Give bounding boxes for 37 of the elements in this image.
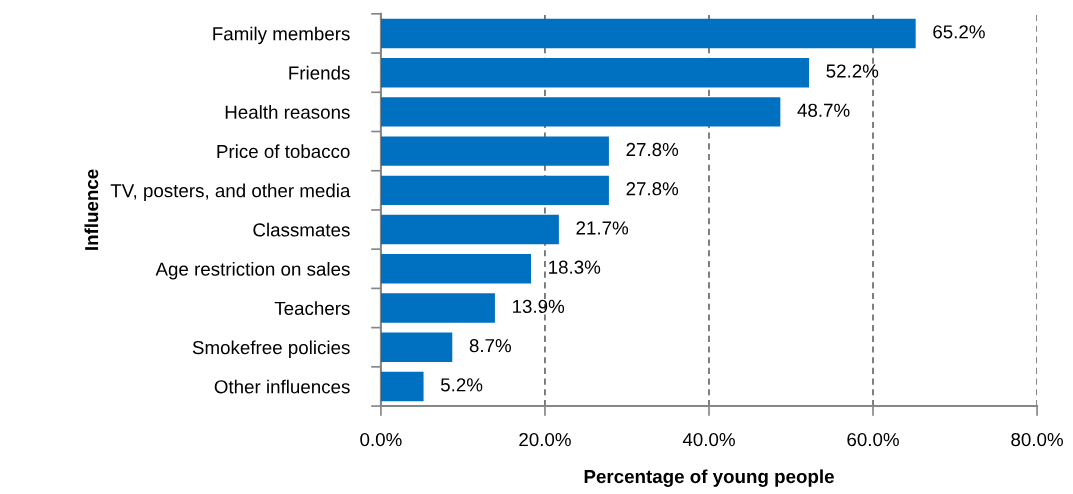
y-tick-label: Smokefree policies — [192, 340, 350, 358]
bar — [380, 254, 532, 284]
bar — [380, 293, 495, 323]
bar — [380, 136, 609, 166]
data-label: 18.3% — [549, 260, 601, 274]
bar — [380, 57, 810, 88]
data-label: 48.7% — [797, 103, 850, 117]
y-tick-label: TV, posters, and other media — [110, 183, 351, 202]
x-tick-label: 0.0% — [360, 432, 402, 447]
data-label: 13.9% — [513, 299, 565, 314]
y-axis-title: Influence — [84, 169, 99, 250]
bar — [380, 97, 781, 127]
x-tick-label: 80.0% — [1011, 432, 1063, 447]
y-tick-label: Other influences — [214, 379, 350, 394]
bar — [380, 371, 424, 402]
x-axis-title: Percentage of young people — [584, 469, 834, 487]
data-label: 27.8% — [626, 182, 679, 196]
y-tick-label: Age restriction on sales — [155, 261, 350, 280]
bar — [380, 332, 453, 362]
bar — [380, 214, 559, 245]
y-tick-label: Friends — [289, 65, 350, 80]
data-label: 65.2% — [933, 25, 985, 39]
data-label: 8.7% — [469, 338, 512, 353]
y-tick-label: Price of tobacco — [217, 144, 350, 159]
y-tick-label: Teachers — [274, 301, 350, 315]
x-tick-label: 20.0% — [519, 432, 571, 447]
x-tick-label: 40.0% — [682, 432, 735, 447]
data-label: 52.2% — [826, 64, 879, 78]
y-tick-label: Family members — [213, 26, 350, 45]
bar — [380, 18, 916, 49]
x-tick-label: 60.0% — [847, 432, 899, 447]
y-tick-label: Health reasons — [225, 105, 350, 119]
data-label: 5.2% — [440, 378, 483, 392]
data-label: 21.7% — [576, 221, 629, 235]
data-label: 27.8% — [626, 142, 679, 157]
bar — [380, 175, 609, 206]
y-tick-label: Classmates — [253, 222, 350, 237]
